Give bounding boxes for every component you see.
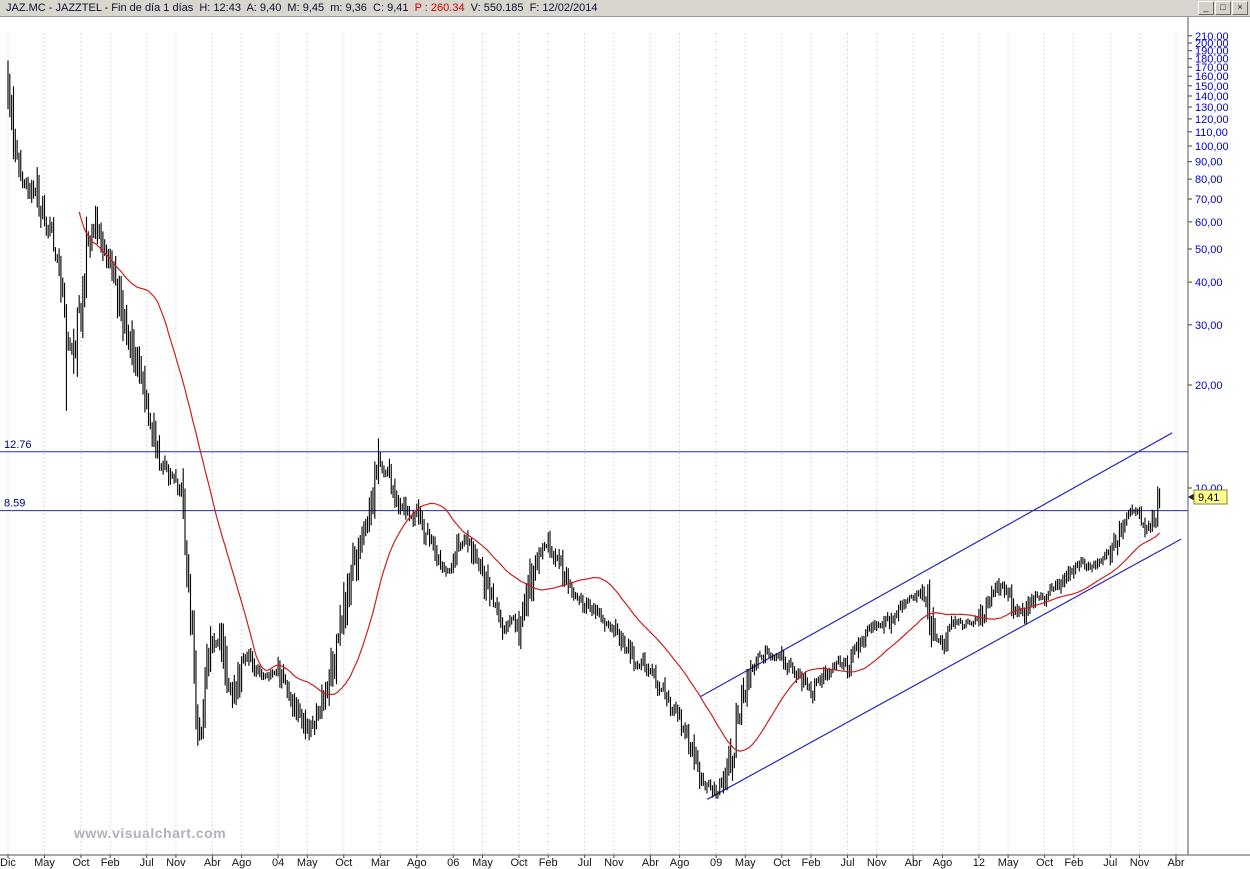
time-axis-label: Abr bbox=[642, 857, 659, 869]
time-axis-label: Oct bbox=[1036, 857, 1053, 869]
price-axis-label: 20,00 bbox=[1195, 380, 1223, 392]
price-axis-label: 200,00 bbox=[1195, 38, 1229, 50]
ohlc-price-bars bbox=[7, 60, 1161, 799]
close-button[interactable]: × bbox=[1232, 1, 1248, 15]
time-axis-label: Ago bbox=[933, 857, 953, 869]
chart-area[interactable]: 12.76 8.59 210,00 200,00 190,00 180,00 170,00 1… bbox=[0, 17, 1250, 869]
price-axis-label: 190,00 bbox=[1195, 46, 1229, 58]
time-axis-label: Jul bbox=[1103, 857, 1117, 869]
time-axis-label: 06 bbox=[447, 857, 459, 869]
minimize-icon: _ bbox=[1203, 2, 1209, 12]
time-axis-label: Abr bbox=[204, 857, 221, 869]
level-label: 8.59 bbox=[4, 498, 25, 510]
maximize-icon: □ bbox=[1220, 2, 1226, 12]
price-axis-label: 60,00 bbox=[1195, 217, 1223, 229]
channel-upper-trendline[interactable] bbox=[699, 432, 1173, 698]
moving-average-line[interactable] bbox=[78, 211, 1161, 752]
time-axis-label: Jul bbox=[840, 857, 854, 869]
time-axis-label: Oct bbox=[72, 857, 89, 869]
maximize-button[interactable]: □ bbox=[1215, 1, 1231, 15]
time-axis-label: Nov bbox=[604, 857, 624, 869]
price-chart-canvas[interactable]: 12.768.59210,00200,00190,00180,00170,001… bbox=[0, 17, 1250, 869]
price-axis-label: 80,00 bbox=[1195, 174, 1223, 186]
time-axis-label: Ago bbox=[670, 857, 690, 869]
time-axis-label: Feb bbox=[802, 857, 821, 869]
time-axis-label: May bbox=[998, 857, 1019, 869]
price-axis-label: 130,00 bbox=[1195, 102, 1229, 114]
price-axis-label: 170,00 bbox=[1195, 62, 1229, 74]
time-axis-label: Jul bbox=[578, 857, 592, 869]
price-axis-label: 140,00 bbox=[1195, 91, 1229, 103]
price-axis-label: 150,00 bbox=[1195, 81, 1229, 93]
price-marker-label: 9,41 bbox=[1198, 492, 1219, 504]
price-axis-label: 30,00 bbox=[1195, 320, 1223, 332]
close-icon: × bbox=[1237, 2, 1243, 12]
time-axis-label: Nov bbox=[1130, 857, 1150, 869]
time-axis-label: May bbox=[297, 857, 318, 869]
title-symbol-info: JAZ.MC - JAZZTEL - Fin de día 1 días H: … bbox=[6, 2, 415, 14]
price-axis-label: 50,00 bbox=[1195, 244, 1223, 256]
time-axis-label: May bbox=[472, 857, 493, 869]
time-axis-label: Oct bbox=[773, 857, 790, 869]
time-axis-label: May bbox=[735, 857, 756, 869]
time-axis-label: Feb bbox=[1064, 857, 1083, 869]
watermark: www.visualchart.com bbox=[74, 825, 227, 841]
price-marker-arrow-icon bbox=[1188, 493, 1194, 501]
channel-lower-trendline[interactable] bbox=[707, 538, 1182, 800]
window-controls: _ □ × bbox=[1197, 1, 1248, 15]
price-axis-label: 120,00 bbox=[1195, 114, 1229, 126]
title-bar[interactable]: JAZ.MC - JAZZTEL - Fin de día 1 días H: … bbox=[0, 0, 1250, 17]
title-volume-date: V: 550.185 F: 12/02/2014 bbox=[464, 2, 598, 14]
price-axis-label: 180,00 bbox=[1195, 54, 1229, 66]
time-axis-label: Dic bbox=[0, 857, 16, 869]
time-axis-label: 09 bbox=[710, 857, 722, 869]
time-axis-label: Oct bbox=[510, 857, 527, 869]
time-axis-label: Feb bbox=[539, 857, 558, 869]
price-axis-label: 210,00 bbox=[1195, 31, 1229, 43]
minimize-button[interactable]: _ bbox=[1198, 1, 1214, 15]
price-marker-box bbox=[1193, 489, 1228, 505]
time-axis-label: Nov bbox=[166, 857, 186, 869]
time-axis-label: Nov bbox=[867, 857, 887, 869]
time-axis-label: Jul bbox=[140, 857, 154, 869]
price-axis-label: 160,00 bbox=[1195, 71, 1229, 83]
price-axis-label: 70,00 bbox=[1195, 194, 1223, 206]
title-p-value: P : 260.34 bbox=[414, 2, 465, 14]
time-axis-label: May bbox=[34, 857, 55, 869]
time-axis-label: 04 bbox=[272, 857, 284, 869]
time-axis-label: Oct bbox=[335, 857, 352, 869]
time-axis-label: Abr bbox=[905, 857, 922, 869]
time-axis-label: Abr bbox=[1167, 857, 1184, 869]
price-axis-label: 110,00 bbox=[1195, 127, 1228, 139]
time-axis-label: Mar bbox=[371, 857, 390, 869]
price-axis-label: 90,00 bbox=[1195, 157, 1223, 169]
time-axis-label: Ago bbox=[407, 857, 427, 869]
time-axis-label: Ago bbox=[232, 857, 252, 869]
price-axis-label: 40,00 bbox=[1195, 277, 1223, 289]
window-title: JAZ.MC - JAZZTEL - Fin de día 1 días H: … bbox=[6, 2, 1197, 14]
time-axis-label: Feb bbox=[101, 857, 120, 869]
time-axis-label: 12 bbox=[973, 857, 985, 869]
level-label: 12.76 bbox=[4, 439, 32, 451]
price-axis-label: 100,00 bbox=[1195, 141, 1229, 153]
